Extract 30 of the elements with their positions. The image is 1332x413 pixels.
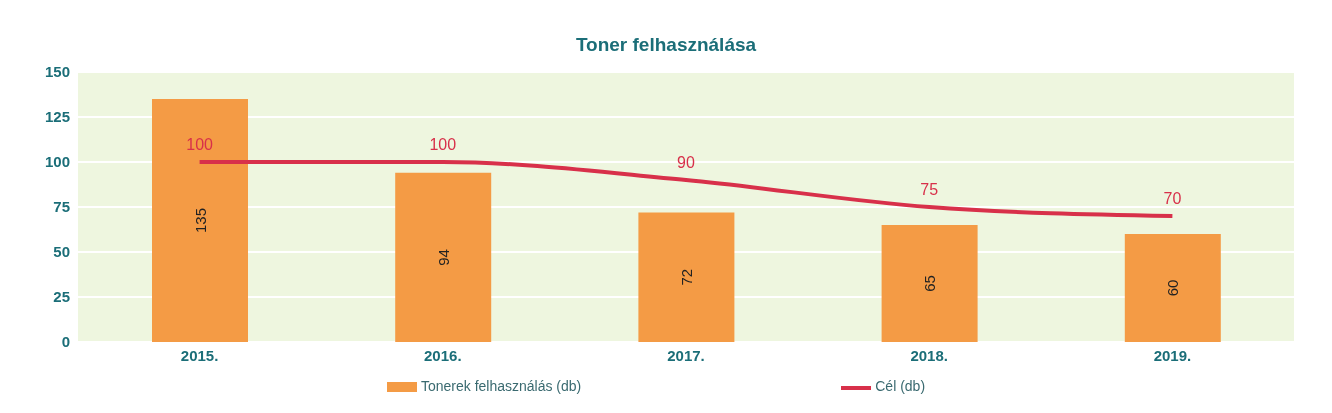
data-label: 90 [677, 154, 695, 171]
y-tick-label: 100 [44, 153, 70, 171]
x-tick-label: 2019. [1153, 346, 1192, 364]
data-label: 70 [1163, 190, 1182, 207]
data-label: 75 [920, 181, 939, 198]
chart-title: Toner felhasználása [574, 33, 758, 57]
bar [395, 172, 492, 342]
bar [881, 225, 978, 342]
bar [152, 99, 248, 342]
bar [1124, 234, 1221, 342]
data-label: 135 [191, 207, 209, 234]
y-tick-label: 0 [61, 333, 70, 351]
legend-label: Tonerek felhasználás (db) [419, 378, 582, 394]
bar [638, 212, 735, 342]
data-label: 94 [434, 249, 452, 266]
y-tick-label: 150 [44, 63, 70, 81]
x-tick-label: 2015. [180, 346, 219, 364]
x-tick-label: 2018. [910, 346, 948, 364]
data-label: 100 [429, 136, 457, 153]
data-label: 65 [921, 275, 939, 292]
x-tick-label: 2017. [667, 346, 705, 364]
legend-label: Cél (db) [874, 378, 926, 394]
data-label: 100 [186, 136, 214, 153]
data-label: 72 [677, 268, 695, 286]
y-tick-label: 75 [53, 198, 70, 216]
y-tick-label: 50 [53, 243, 70, 261]
x-tick-label: 2016. [424, 346, 462, 364]
y-tick-label: 125 [44, 108, 70, 126]
y-tick-label: 25 [53, 288, 70, 306]
data-label: 60 [1164, 279, 1182, 297]
